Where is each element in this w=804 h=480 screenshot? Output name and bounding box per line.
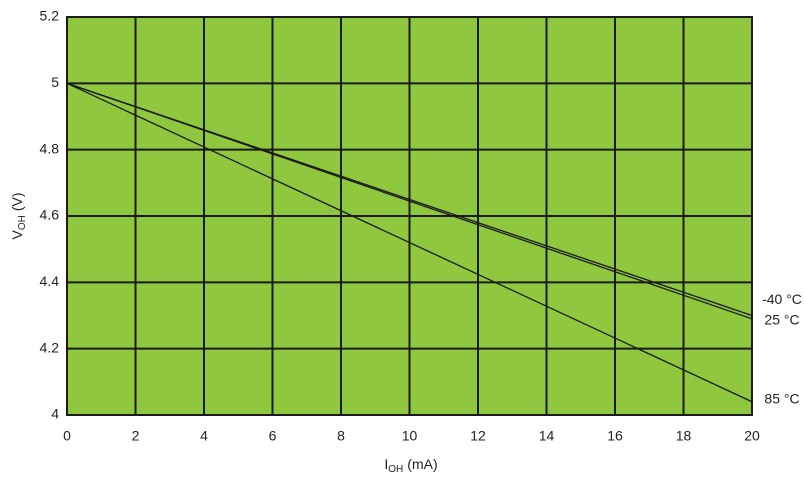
y-tick-label: 4 bbox=[51, 406, 59, 422]
x-label-unit: (mA) bbox=[407, 456, 437, 472]
x-tick-label: 12 bbox=[470, 428, 486, 444]
x-tick-label: 8 bbox=[337, 428, 345, 444]
x-tick-label: 18 bbox=[676, 428, 692, 444]
series-label: 25 °C bbox=[764, 312, 799, 328]
x-tick-label: 16 bbox=[607, 428, 623, 444]
x-label-symbol: I bbox=[384, 456, 388, 472]
x-tick-label: 4 bbox=[200, 428, 208, 444]
x-tick-label: 0 bbox=[63, 428, 71, 444]
series-line bbox=[66, 82, 753, 320]
x-label-subscript: OH bbox=[388, 464, 403, 475]
y-label-symbol: V bbox=[9, 230, 25, 240]
y-tick-label: 4.2 bbox=[40, 339, 60, 355]
y-label-unit: (V) bbox=[9, 192, 25, 211]
x-axis-label: IOH (mA) bbox=[384, 456, 437, 475]
y-tick-label: 5.2 bbox=[40, 8, 60, 24]
y-tick-label: 4.8 bbox=[40, 140, 60, 156]
x-tick-label: 10 bbox=[402, 428, 418, 444]
x-tick-label: 2 bbox=[132, 428, 140, 444]
y-axis-label: VOH (V) bbox=[9, 192, 28, 239]
x-tick-label: 14 bbox=[539, 428, 555, 444]
series-label: 85 °C bbox=[764, 390, 799, 406]
y-label-subscript: OH bbox=[17, 215, 28, 230]
series-line bbox=[66, 82, 753, 403]
x-tick-label: 6 bbox=[269, 428, 277, 444]
series-label: -40 °C bbox=[762, 291, 802, 307]
y-tick-label: 4.4 bbox=[40, 273, 60, 289]
x-tick-label: 20 bbox=[744, 428, 760, 444]
y-tick-label: 4.6 bbox=[40, 207, 60, 223]
y-tick-label: 5 bbox=[51, 74, 59, 90]
